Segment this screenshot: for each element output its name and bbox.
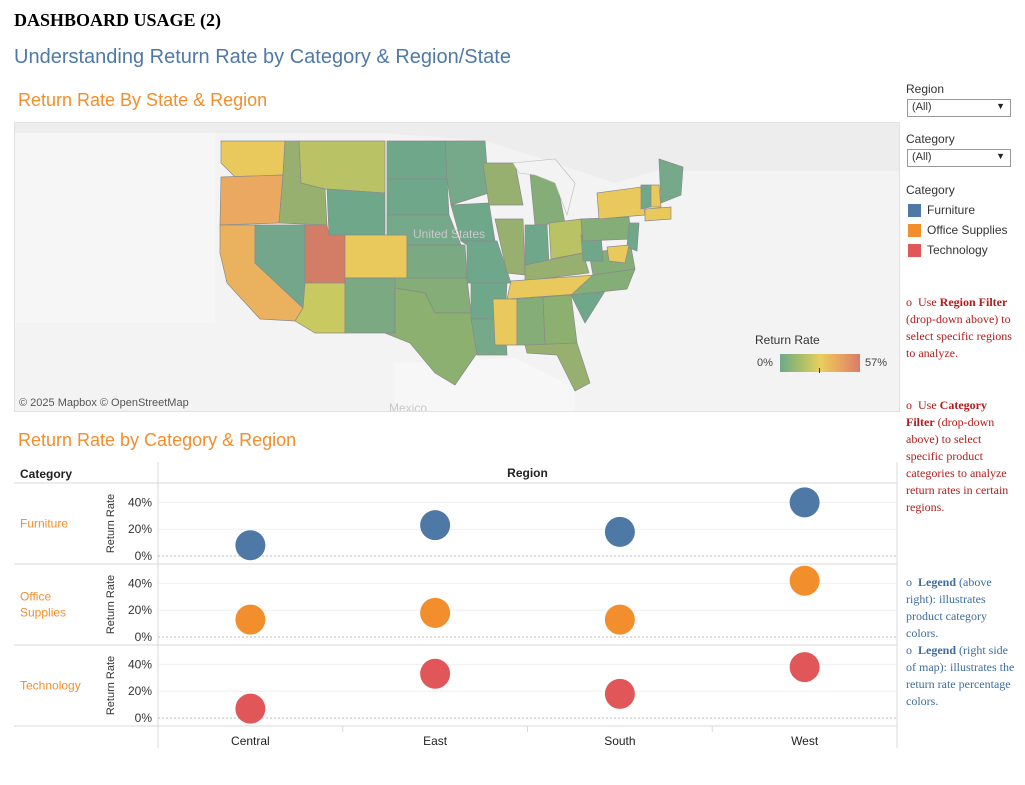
y-tick-label: 40% bbox=[128, 576, 152, 590]
data-point-furniture-east bbox=[420, 510, 451, 541]
y-tick-label: 20% bbox=[128, 684, 152, 698]
y-axis-label: Return Rate bbox=[105, 656, 117, 715]
x-tick-label: Central bbox=[231, 734, 270, 748]
legend-item-furniture[interactable]: Furniture bbox=[908, 203, 976, 218]
note-text: (right side of map): illustrates the ret… bbox=[906, 643, 1015, 708]
return-rate-legend-min: 0% bbox=[757, 357, 773, 369]
chevron-down-icon: ▼ bbox=[996, 151, 1005, 161]
state-new-hampshire bbox=[650, 184, 662, 208]
map-label-mexico: Mexico bbox=[389, 401, 428, 412]
data-point-office-supplies-central bbox=[235, 604, 266, 635]
category-row-label: Technology bbox=[20, 679, 81, 693]
y-tick-label: 0% bbox=[135, 549, 153, 563]
technology-swatch bbox=[908, 244, 921, 258]
document-title: DASHBOARD USAGE (2) bbox=[14, 10, 222, 30]
state-maryland bbox=[606, 244, 630, 264]
map-title: Return Rate By State & Region bbox=[18, 90, 268, 110]
state-map[interactable]: United States Mexico © 2025 Mapbox © Ope… bbox=[14, 122, 900, 412]
note-bold: Legend bbox=[918, 643, 957, 657]
note-region-filter: o Use Region Filter (drop-down above) to… bbox=[906, 294, 1016, 362]
legend-label: Office Supplies bbox=[927, 223, 1008, 237]
data-point-office-supplies-west bbox=[789, 565, 820, 596]
y-tick-label: 40% bbox=[128, 657, 152, 671]
y-tick-label: 0% bbox=[135, 630, 153, 644]
state-massachusetts bbox=[644, 206, 672, 222]
column-header-label: Region bbox=[507, 466, 548, 480]
map-attribution[interactable]: © 2025 Mapbox © OpenStreetMap bbox=[19, 397, 189, 409]
note-legend-right: o Legend (right side of map): illustrate… bbox=[906, 642, 1016, 710]
return-rate-legend-title: Return Rate bbox=[755, 333, 820, 347]
category-row-label: Furniture bbox=[20, 517, 68, 531]
data-point-furniture-west bbox=[789, 487, 820, 518]
note-text: (above right): illustrates product categ… bbox=[906, 575, 992, 640]
legend-label: Furniture bbox=[927, 203, 976, 217]
state-new-jersey bbox=[626, 222, 640, 252]
note-text: (drop-down above) to select specific reg… bbox=[906, 312, 1012, 360]
note-bullet: o bbox=[906, 575, 912, 589]
y-tick-label: 20% bbox=[128, 522, 152, 536]
x-tick-label: East bbox=[423, 734, 448, 748]
category-legend-title: Category bbox=[906, 183, 955, 197]
data-point-office-supplies-east bbox=[420, 597, 451, 628]
data-point-technology-central bbox=[235, 693, 266, 724]
state-texas bbox=[384, 287, 478, 386]
note-text: Use bbox=[918, 295, 940, 309]
y-axis-label: Return Rate bbox=[105, 575, 117, 634]
category-row-label: Office bbox=[20, 590, 51, 604]
legend-label: Technology bbox=[927, 243, 988, 257]
legend-item-technology[interactable]: Technology bbox=[908, 243, 988, 258]
x-tick-label: South bbox=[604, 734, 635, 748]
note-bullet: o bbox=[906, 643, 912, 657]
note-bullet: o bbox=[906, 398, 912, 412]
category-row-label: Supplies bbox=[20, 606, 66, 620]
category-filter-value: (All) bbox=[912, 151, 932, 163]
y-axis-label: Return Rate bbox=[105, 494, 117, 553]
office-supplies-swatch bbox=[908, 224, 921, 238]
great-lakes bbox=[512, 158, 576, 217]
note-category-filter: o Use Category Filter (drop-down above) … bbox=[906, 397, 1016, 516]
chevron-down-icon: ▼ bbox=[996, 101, 1005, 111]
return-rate-color-scale bbox=[780, 354, 860, 372]
state-florida bbox=[524, 342, 591, 392]
note-bullet: o bbox=[906, 295, 912, 309]
map-label-united-states: United States bbox=[413, 227, 486, 241]
state-kentucky bbox=[524, 252, 590, 282]
note-legend-above: o Legend (above right): illustrates prod… bbox=[906, 574, 1016, 642]
state-maine bbox=[658, 158, 684, 204]
note-text: (drop-down above) to select specific pro… bbox=[906, 415, 1009, 514]
y-tick-label: 40% bbox=[128, 495, 152, 509]
data-point-furniture-central bbox=[235, 530, 266, 561]
region-filter-label: Region bbox=[906, 82, 945, 96]
region-filter-value: (All) bbox=[912, 101, 932, 113]
ocean-left bbox=[15, 133, 215, 323]
state-wisconsin bbox=[482, 162, 524, 206]
note-bold: Category Filter bbox=[906, 398, 987, 429]
y-tick-label: 0% bbox=[135, 711, 153, 725]
dashboard-title: Understanding Return Rate by Category & … bbox=[14, 46, 511, 68]
note-bold: Region Filter bbox=[939, 295, 1008, 309]
region-filter-dropdown[interactable]: (All) ▼ bbox=[907, 99, 1011, 117]
x-tick-label: West bbox=[791, 734, 819, 748]
category-filter-label: Category bbox=[906, 132, 955, 146]
furniture-swatch bbox=[908, 204, 921, 218]
state-minnesota bbox=[444, 140, 490, 206]
y-tick-label: 20% bbox=[128, 603, 152, 617]
data-point-furniture-south bbox=[604, 516, 635, 547]
note-bold: Legend bbox=[918, 575, 957, 589]
chart-title: Return Rate by Category & Region bbox=[18, 430, 297, 450]
return-rate-legend-max: 57% bbox=[865, 357, 888, 369]
data-point-technology-south bbox=[604, 678, 635, 709]
data-point-technology-west bbox=[789, 652, 820, 683]
return-rate-scale-tick bbox=[819, 368, 820, 373]
category-filter-dropdown[interactable]: (All) ▼ bbox=[907, 149, 1011, 167]
legend-item-office-supplies[interactable]: Office Supplies bbox=[908, 223, 1008, 238]
row-header-label: Category bbox=[20, 467, 72, 481]
data-point-technology-east bbox=[420, 658, 451, 689]
map-canvas[interactable] bbox=[15, 123, 899, 411]
data-point-office-supplies-south bbox=[604, 604, 635, 635]
note-text: Use bbox=[918, 398, 940, 412]
